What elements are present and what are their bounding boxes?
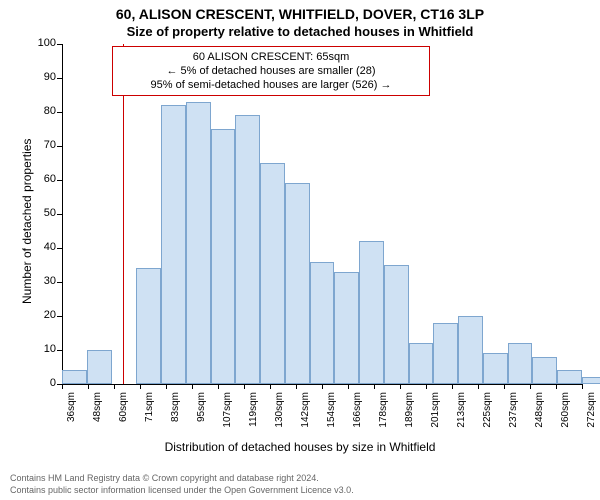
- x-tick-mark: [322, 384, 323, 389]
- x-tick-label: 71sqm: [144, 392, 155, 442]
- x-tick-label: 60sqm: [118, 392, 129, 442]
- x-tick-mark: [296, 384, 297, 389]
- x-tick-label: 83sqm: [170, 392, 181, 442]
- x-tick-label: 95sqm: [196, 392, 207, 442]
- callout-line-3: 95% of semi-detached houses are larger (…: [121, 78, 421, 92]
- x-tick-label: 237sqm: [508, 392, 519, 442]
- footer-line-1: Contains HM Land Registry data © Crown c…: [10, 472, 354, 484]
- x-tick-mark: [530, 384, 531, 389]
- y-tick-mark: [57, 180, 62, 181]
- x-tick-label: 142sqm: [300, 392, 311, 442]
- y-tick-mark: [57, 282, 62, 283]
- x-tick-label: 225sqm: [482, 392, 493, 442]
- x-tick-mark: [426, 384, 427, 389]
- x-tick-mark: [556, 384, 557, 389]
- subtitle: Size of property relative to detached ho…: [0, 24, 600, 39]
- histogram-bar: [409, 343, 434, 384]
- callout-line-2: ← 5% of detached houses are smaller (28): [121, 64, 421, 78]
- x-tick-label: 201sqm: [430, 392, 441, 442]
- x-axis-title: Distribution of detached houses by size …: [0, 440, 600, 454]
- y-tick-label: 10: [26, 343, 56, 355]
- y-tick-label: 50: [26, 207, 56, 219]
- x-tick-label: 154sqm: [326, 392, 337, 442]
- y-tick-label: 90: [26, 71, 56, 83]
- histogram-bar: [334, 272, 359, 384]
- histogram-bar: [508, 343, 533, 384]
- histogram-bar: [458, 316, 483, 384]
- y-tick-label: 60: [26, 173, 56, 185]
- x-tick-label: 178sqm: [378, 392, 389, 442]
- x-tick-mark: [218, 384, 219, 389]
- callout-line-1: 60 ALISON CRESCENT: 65sqm: [121, 50, 421, 64]
- x-tick-mark: [452, 384, 453, 389]
- x-tick-mark: [140, 384, 141, 389]
- x-tick-label: 36sqm: [66, 392, 77, 442]
- histogram-bar: [161, 105, 186, 384]
- y-tick-mark: [57, 248, 62, 249]
- y-tick-mark: [57, 112, 62, 113]
- page-title: 60, ALISON CRESCENT, WHITFIELD, DOVER, C…: [0, 6, 600, 22]
- x-tick-label: 48sqm: [92, 392, 103, 442]
- x-tick-mark: [582, 384, 583, 389]
- histogram-bar: [433, 323, 458, 384]
- histogram-bar: [483, 353, 508, 384]
- histogram-bar: [235, 115, 260, 384]
- x-tick-label: 272sqm: [586, 392, 597, 442]
- histogram-bar: [582, 377, 600, 384]
- x-tick-label: 248sqm: [534, 392, 545, 442]
- x-tick-mark: [348, 384, 349, 389]
- x-tick-label: 130sqm: [274, 392, 285, 442]
- footer-line-2: Contains public sector information licen…: [10, 484, 354, 496]
- y-tick-mark: [57, 350, 62, 351]
- y-tick-label: 30: [26, 275, 56, 287]
- x-tick-mark: [400, 384, 401, 389]
- x-tick-label: 166sqm: [352, 392, 363, 442]
- histogram-bar: [136, 268, 161, 384]
- y-tick-label: 80: [26, 105, 56, 117]
- y-tick-label: 20: [26, 309, 56, 321]
- x-tick-mark: [270, 384, 271, 389]
- x-tick-label: 213sqm: [456, 392, 467, 442]
- histogram-bar: [557, 370, 582, 384]
- x-tick-mark: [166, 384, 167, 389]
- y-tick-label: 70: [26, 139, 56, 151]
- y-tick-label: 0: [26, 377, 56, 389]
- y-tick-mark: [57, 44, 62, 45]
- footer-attribution: Contains HM Land Registry data © Crown c…: [10, 472, 354, 496]
- x-tick-mark: [192, 384, 193, 389]
- histogram-bar: [211, 129, 236, 384]
- histogram-bar: [359, 241, 384, 384]
- x-tick-mark: [374, 384, 375, 389]
- y-tick-mark: [57, 146, 62, 147]
- x-tick-mark: [504, 384, 505, 389]
- x-tick-label: 189sqm: [404, 392, 415, 442]
- histogram-bar: [310, 262, 335, 384]
- y-tick-mark: [57, 214, 62, 215]
- x-tick-mark: [114, 384, 115, 389]
- histogram-bar: [186, 102, 211, 384]
- x-tick-mark: [62, 384, 63, 389]
- x-tick-label: 119sqm: [248, 392, 259, 442]
- histogram-bar: [285, 183, 310, 384]
- x-tick-label: 260sqm: [560, 392, 571, 442]
- x-tick-mark: [478, 384, 479, 389]
- y-tick-label: 40: [26, 241, 56, 253]
- y-tick-mark: [57, 78, 62, 79]
- chart-root: { "title_line1": "60, ALISON CRESCENT, W…: [0, 0, 600, 500]
- histogram-bar: [87, 350, 112, 384]
- histogram-bar: [62, 370, 87, 384]
- y-tick-label: 100: [26, 37, 56, 49]
- x-tick-mark: [244, 384, 245, 389]
- histogram-bar: [532, 357, 557, 384]
- callout-box: 60 ALISON CRESCENT: 65sqm ← 5% of detach…: [112, 46, 430, 96]
- histogram-bar: [384, 265, 409, 384]
- x-tick-mark: [88, 384, 89, 389]
- histogram-bar: [260, 163, 285, 384]
- y-tick-mark: [57, 316, 62, 317]
- x-tick-label: 107sqm: [222, 392, 233, 442]
